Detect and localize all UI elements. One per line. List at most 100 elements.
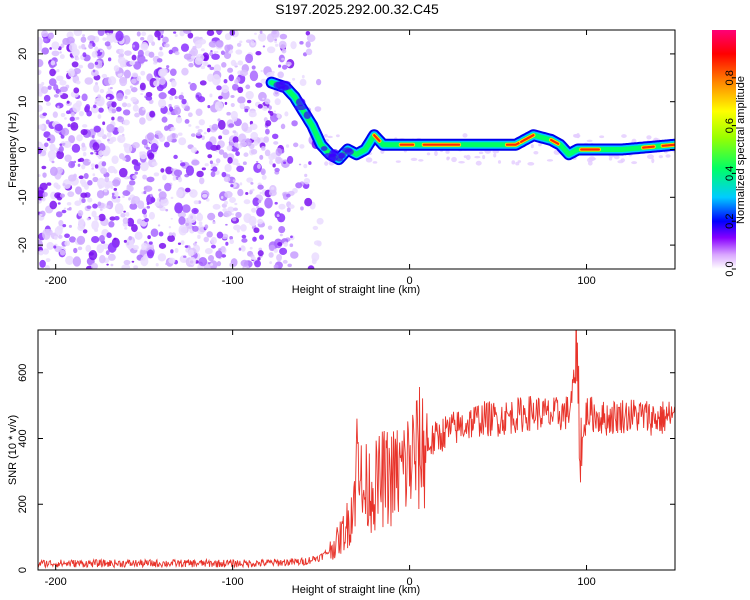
spectrogram-noise-blob	[151, 161, 158, 167]
spectrogram-ridge-blob	[279, 80, 291, 86]
spectrogram-noise-blob	[268, 105, 272, 110]
spectrogram-noise-blob	[141, 208, 147, 215]
spectrogram-noise-blob	[182, 204, 191, 213]
spectrogram-noise-blob	[231, 213, 235, 216]
spectrogram-noise-blob	[127, 176, 131, 179]
spectrogram-noise-blob	[251, 207, 257, 213]
spectrogram-noise-blob	[49, 68, 56, 77]
spectrogram-noise-blob	[126, 217, 135, 227]
spectrogram-noise-blob	[223, 176, 231, 183]
spectrogram-ytick-label: -10	[17, 189, 29, 205]
spectrogram-noise-blob	[292, 77, 296, 81]
spectrogram-noise-blob	[227, 67, 234, 73]
spectrogram-noise-blob	[257, 104, 263, 109]
spectrogram-noise-blob	[123, 69, 132, 79]
spectrogram-ridge-peak	[661, 143, 675, 147]
spectrogram-noise-blob	[106, 263, 109, 266]
spectrogram-noise-blob	[99, 208, 103, 211]
spectrogram-noise-blob	[254, 32, 257, 35]
spectrogram-noise-blob	[245, 90, 254, 100]
spectrogram-noise-blob	[159, 68, 168, 76]
spectrogram-noise-blob	[149, 193, 153, 198]
spectrogram-noise-blob	[166, 111, 172, 115]
spectrogram-xtick-label: 100	[577, 275, 595, 287]
spectrogram-noise-blob	[106, 32, 110, 35]
snr-frame	[37, 329, 676, 571]
spectrogram-noise-blob	[146, 176, 155, 183]
spectrogram-noise-blob	[38, 147, 42, 155]
spectrogram-noise-blob	[233, 224, 242, 231]
spectrogram-noise-blob	[117, 125, 125, 134]
spectrogram-noise-blob	[88, 160, 91, 163]
spectrogram-noise-blob	[303, 177, 311, 185]
spectrogram-noise-blob	[179, 162, 186, 167]
spectrogram-noise-blob	[268, 159, 273, 165]
spectrogram-noise-blob	[174, 95, 178, 100]
spectrogram-noise-blob	[207, 105, 211, 109]
spectrogram-noise-blob	[248, 110, 257, 118]
spectrogram-noise-blob	[93, 84, 100, 93]
spectrogram-noise-blob	[323, 134, 328, 138]
spectrogram-noise-blob	[131, 224, 138, 233]
spectrogram-noise-blob	[47, 134, 56, 144]
spectrogram-noise-blob	[163, 141, 170, 148]
spectrogram-noise-blob	[478, 151, 484, 155]
spectrogram-noise-blob	[230, 102, 235, 108]
spectrogram-noise-blob	[237, 96, 246, 104]
spectrogram-noise-blob	[128, 235, 132, 241]
spectrogram-noise-blob	[229, 236, 234, 240]
spectrogram-noise-blob	[190, 191, 194, 195]
spectrogram-noise-blob	[93, 125, 101, 133]
spectrogram-noise-blob	[283, 161, 287, 165]
spectrogram-noise-blob	[49, 200, 58, 210]
spectrogram-noise-blob	[59, 54, 65, 60]
spectrogram-noise-blob	[248, 215, 257, 226]
spectrogram-noise-blob	[75, 116, 80, 120]
spectrogram-noise-blob	[48, 78, 57, 87]
spectrogram-noise-blob	[53, 182, 59, 189]
spectrogram-noise-blob	[168, 257, 176, 264]
spectrogram-noise-blob	[288, 204, 295, 209]
spectrogram-noise-blob	[38, 174, 41, 177]
spectrogram-noise-blob	[198, 221, 203, 226]
spectrogram-noise-blob	[173, 31, 177, 34]
spectrogram-noise-blob	[256, 207, 265, 217]
spectrogram-noise-blob	[206, 128, 211, 133]
spectrogram-noise-blob	[153, 80, 160, 87]
spectrogram-noise-blob	[78, 64, 84, 69]
spectrogram-noise-blob	[72, 45, 77, 51]
spectrogram-noise-blob	[91, 262, 98, 269]
spectrogram-noise-blob	[68, 135, 76, 144]
spectrogram-noise-blob	[174, 51, 180, 56]
spectrogram-noise-blob	[122, 190, 131, 196]
spectrogram-noise-blob	[170, 196, 174, 199]
spectrogram-noise-blob	[262, 105, 268, 111]
spectrogram-noise-blob	[146, 205, 151, 209]
spectrogram-noise-blob	[209, 93, 213, 98]
spectrogram-noise-blob	[97, 201, 102, 207]
spectrogram-noise-blob	[197, 38, 207, 45]
spectrogram-noise-blob	[180, 240, 185, 246]
spectrogram-xlabel: Height of straight line (km)	[292, 284, 420, 296]
spectrogram-noise-blob	[64, 233, 70, 238]
spectrogram-noise-blob	[64, 144, 68, 147]
spectrogram-noise-blob	[109, 216, 116, 221]
spectrogram-noise-blob	[247, 126, 253, 132]
spectrogram-noise-blob	[274, 98, 281, 106]
spectrogram-noise-blob	[209, 66, 215, 71]
spectrogram-noise-blob	[216, 231, 224, 239]
spectrogram-noise-blob	[268, 244, 276, 252]
spectrogram-noise-blob	[274, 201, 278, 205]
spectrogram-noise-blob	[620, 158, 626, 163]
spectrogram-noise-blob	[97, 114, 102, 120]
spectrogram-noise-blob	[174, 106, 181, 115]
spectrogram-noise-blob	[70, 122, 79, 131]
spectrogram-noise-blob	[164, 182, 172, 192]
spectrogram-noise-blob	[123, 239, 127, 243]
spectrogram-noise-blob	[646, 135, 652, 140]
spectrogram-noise-blob	[122, 217, 129, 225]
spectrogram-noise-blob	[451, 156, 457, 163]
spectrogram-noise-blob	[39, 182, 48, 191]
spectrogram-noise-blob	[218, 248, 222, 251]
spectrogram-noise-blob	[46, 138, 51, 141]
